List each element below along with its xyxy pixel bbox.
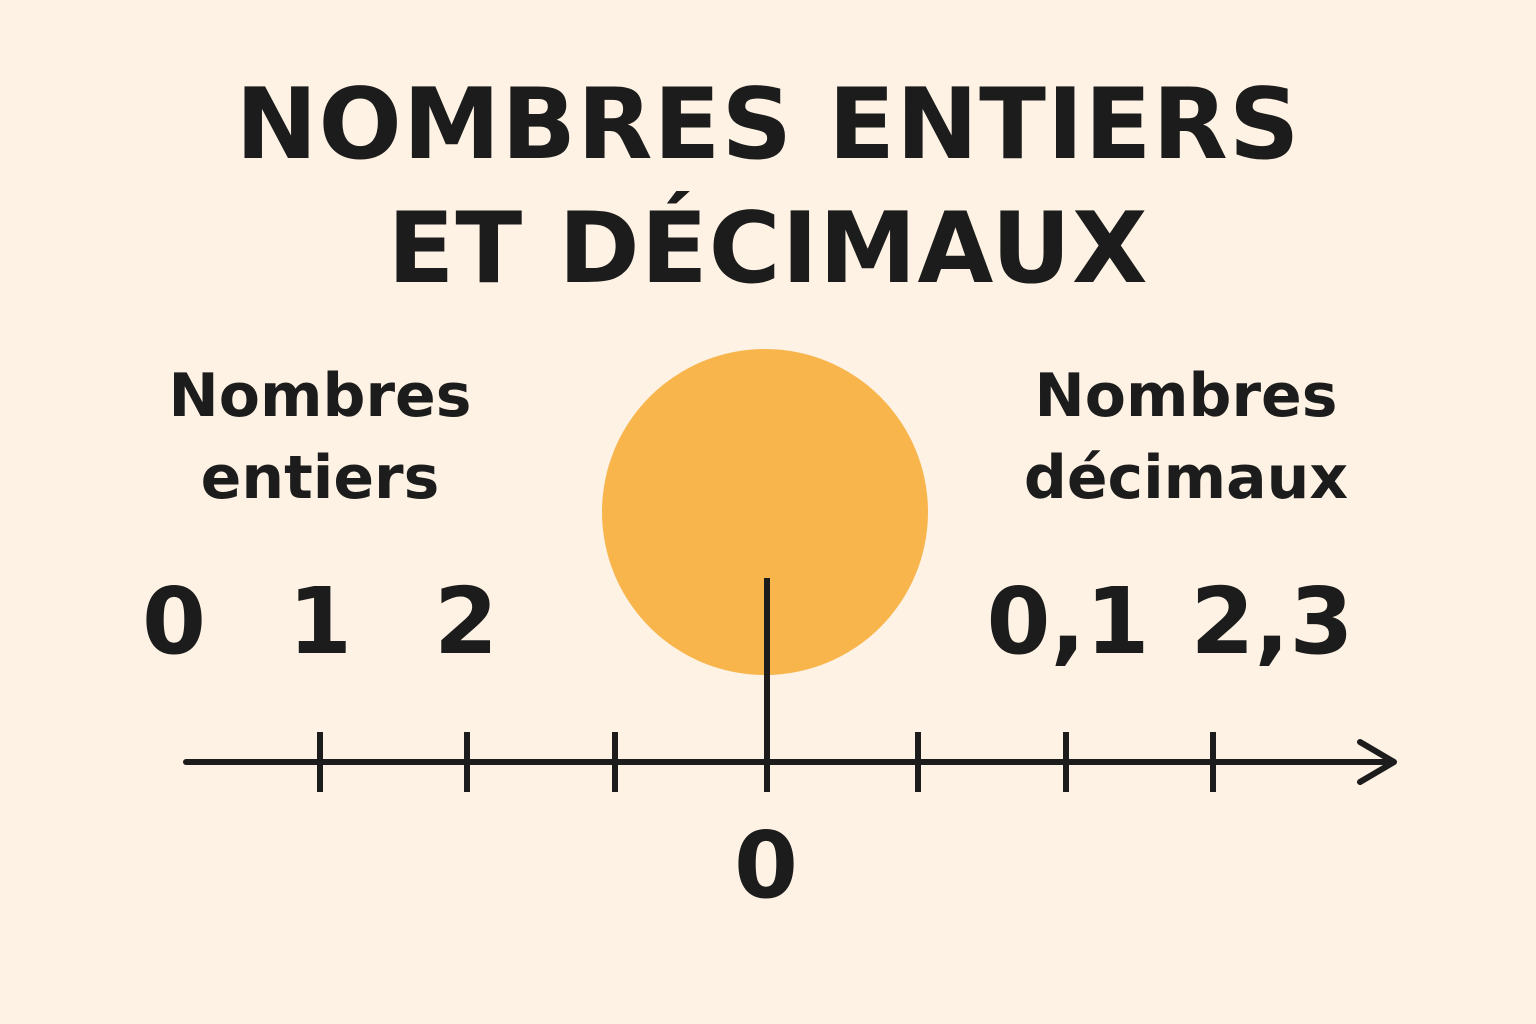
title-line-1: NOMBRES ENTIERS (235, 68, 1301, 182)
integer-example-0: 0 (141, 568, 206, 675)
integers-label-line-1: Nombres (168, 361, 472, 431)
decimals-label-line-2: décimaux (1023, 443, 1349, 513)
integers-label-line-2: entiers (200, 443, 440, 513)
number-line-arrowhead (1357, 739, 1397, 785)
integer-example-2: 2 (433, 568, 498, 675)
orange-circle (602, 349, 928, 675)
decimal-example-2-3: 2,3 (1190, 568, 1354, 675)
integer-example-1: 1 (287, 568, 352, 675)
decimals-label-line-1: Nombres (1034, 361, 1338, 431)
origin-label: 0 (733, 812, 798, 919)
title-line-2: ET DÉCIMAUX (387, 192, 1149, 306)
decimal-example-0-1: 0,1 (986, 568, 1150, 675)
